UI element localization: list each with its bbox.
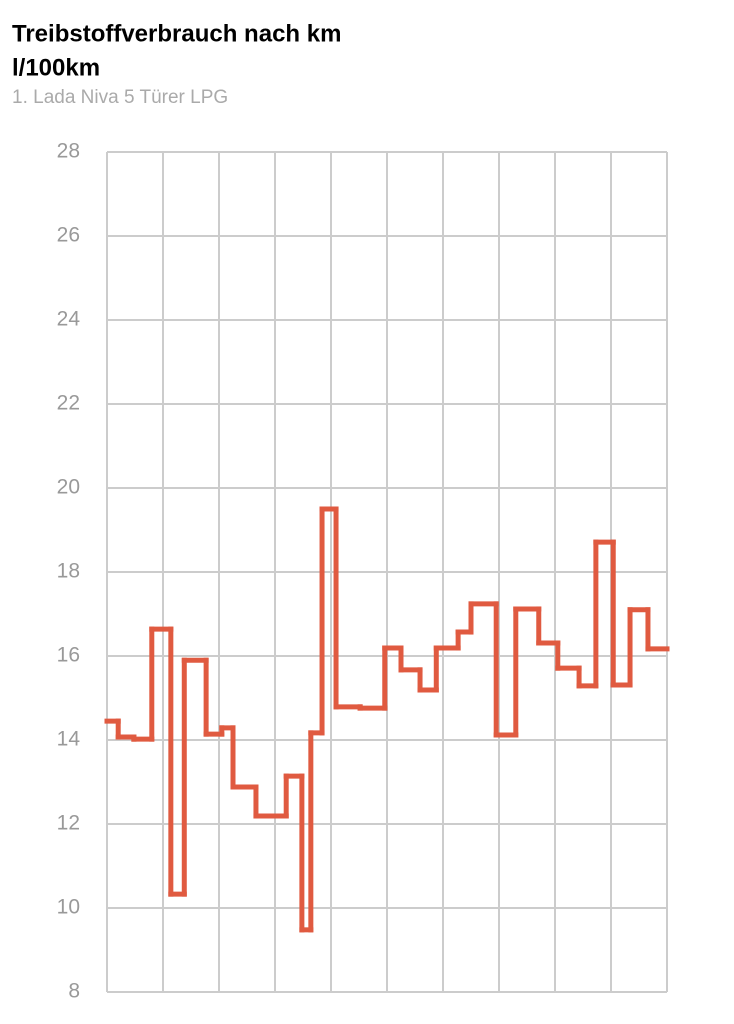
y-tick-label: 14 xyxy=(57,728,81,751)
y-tick-label: 12 xyxy=(57,812,80,835)
y-tick-label: 16 xyxy=(57,644,80,667)
y-tick-label: 22 xyxy=(57,392,80,415)
y-tick-label: 20 xyxy=(57,476,80,499)
chart-title: Treibstoffverbrauch nach km xyxy=(12,20,341,47)
y-axis-label: l/100km xyxy=(12,54,100,81)
y-tick-label: 10 xyxy=(57,896,80,919)
y-tick-label: 18 xyxy=(57,560,80,583)
y-tick-label: 8 xyxy=(68,980,80,1003)
chart-subtitle: 1. Lada Niva 5 Türer LPG xyxy=(12,87,228,108)
y-tick-label: 26 xyxy=(57,224,80,247)
y-tick-label: 28 xyxy=(57,140,80,163)
y-tick-label: 24 xyxy=(57,308,81,331)
